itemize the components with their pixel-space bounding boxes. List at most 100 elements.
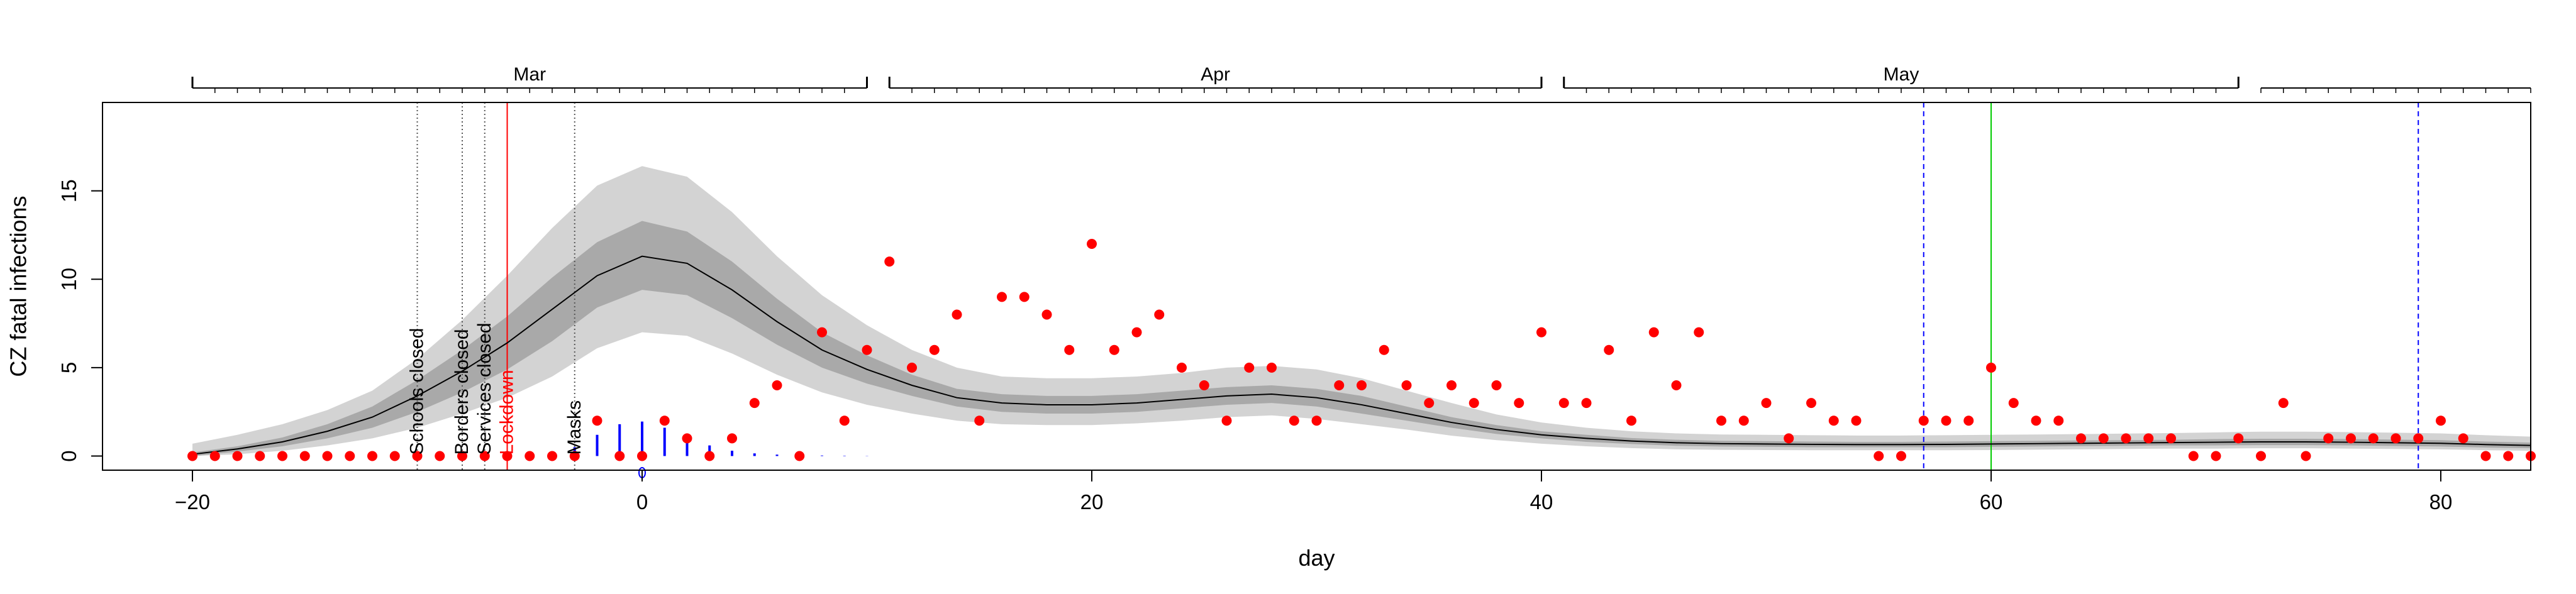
data-point: [187, 451, 197, 461]
data-point: [435, 451, 445, 461]
data-point: [1581, 398, 1592, 409]
data-point: [2413, 433, 2424, 444]
data-point: [1468, 398, 1479, 409]
data-point: [1694, 327, 1704, 338]
y-tick-label: 10: [57, 268, 80, 291]
data-point: [1289, 415, 1299, 426]
data-point: [1806, 398, 1816, 409]
data-point: [389, 451, 400, 461]
x-tick-label: 80: [2429, 490, 2453, 514]
data-point: [794, 451, 805, 461]
data-point: [1221, 415, 1232, 426]
data-point: [839, 415, 850, 426]
data-point: [637, 451, 647, 461]
data-point: [1738, 415, 1749, 426]
data-point: [232, 451, 243, 461]
data-point: [749, 398, 760, 409]
data-point: [1648, 327, 1659, 338]
data-point: [727, 433, 737, 444]
data-point: [2480, 451, 2491, 461]
x-tick-label: −20: [175, 490, 210, 514]
data-point: [2076, 433, 2086, 444]
data-point: [2166, 433, 2176, 444]
data-point: [1177, 362, 1187, 373]
data-point: [1604, 344, 1614, 355]
data-point: [2053, 415, 2064, 426]
data-point: [1311, 415, 1322, 426]
data-point: [884, 256, 895, 267]
data-point: [1041, 309, 1052, 320]
data-point: [457, 451, 467, 461]
data-point: [2346, 433, 2356, 444]
data-point: [502, 451, 513, 461]
uncertainty-bands: [192, 166, 2531, 456]
data-point: [479, 451, 490, 461]
data-point: [1199, 380, 1209, 390]
data-point: [2503, 451, 2514, 461]
data-point: [2458, 433, 2468, 444]
data-point: [209, 451, 220, 461]
data-point: [2301, 451, 2311, 461]
data-point: [997, 292, 1007, 302]
event-labels: Schools closed Borders closed Services clo…: [407, 322, 585, 454]
data-point: [1828, 415, 1839, 426]
data-point: [1784, 433, 1794, 444]
data-point: [322, 451, 333, 461]
x-tick-label: 20: [1080, 490, 1104, 514]
data-point: [2121, 433, 2131, 444]
observed-points: [187, 239, 2536, 461]
data-point: [1918, 415, 1929, 426]
data-point: [1064, 344, 1075, 355]
data-point: [1154, 309, 1165, 320]
data-point: [2143, 433, 2154, 444]
y-tick-label: 5: [57, 362, 80, 373]
data-point: [772, 380, 782, 390]
data-point: [1558, 398, 1569, 409]
data-point: [2008, 398, 2019, 409]
data-point: [412, 451, 423, 461]
data-point: [255, 451, 265, 461]
data-point: [569, 451, 580, 461]
x-tick-label: 60: [1980, 490, 2003, 514]
data-point: [1357, 380, 1367, 390]
fit-line-layer: [192, 255, 2531, 455]
data-point: [2436, 415, 2446, 426]
y-tick-label: 0: [57, 450, 80, 461]
data-point: [547, 451, 557, 461]
data-point: [659, 415, 670, 426]
data-point: [1986, 362, 1996, 373]
data-point: [592, 415, 602, 426]
data-point: [1446, 380, 1457, 390]
data-point: [907, 362, 917, 373]
month-label: Mar: [513, 64, 546, 85]
event-label: Schools closed: [407, 328, 428, 455]
data-point: [2278, 398, 2289, 409]
data-point: [2098, 433, 2109, 444]
data-point: [1131, 327, 1142, 338]
data-point: [299, 451, 310, 461]
data-point: [1087, 239, 1097, 249]
data-point: [2368, 433, 2379, 444]
data-point: [862, 344, 872, 355]
top-month-axis: Mar Apr May: [191, 64, 2531, 93]
mean-line: [192, 255, 2531, 455]
data-point: [277, 451, 287, 461]
data-point: [974, 415, 985, 426]
y-tick-label: 15: [57, 179, 80, 202]
month-label: Apr: [1201, 64, 1230, 85]
data-point: [367, 451, 377, 461]
data-point: [1514, 398, 1524, 409]
data-point: [1941, 415, 1951, 426]
data-point: [1761, 398, 1772, 409]
data-point: [1491, 380, 1502, 390]
data-point: [2390, 433, 2401, 444]
event-lines: [416, 102, 2419, 470]
data-point: [1896, 451, 1906, 461]
data-point: [1424, 398, 1435, 409]
data-point: [1874, 451, 1884, 461]
data-point: [682, 433, 692, 444]
data-point: [1963, 415, 1974, 426]
event-label: Lockdown: [497, 370, 518, 454]
data-point: [1626, 415, 1636, 426]
data-point: [1267, 362, 1277, 373]
